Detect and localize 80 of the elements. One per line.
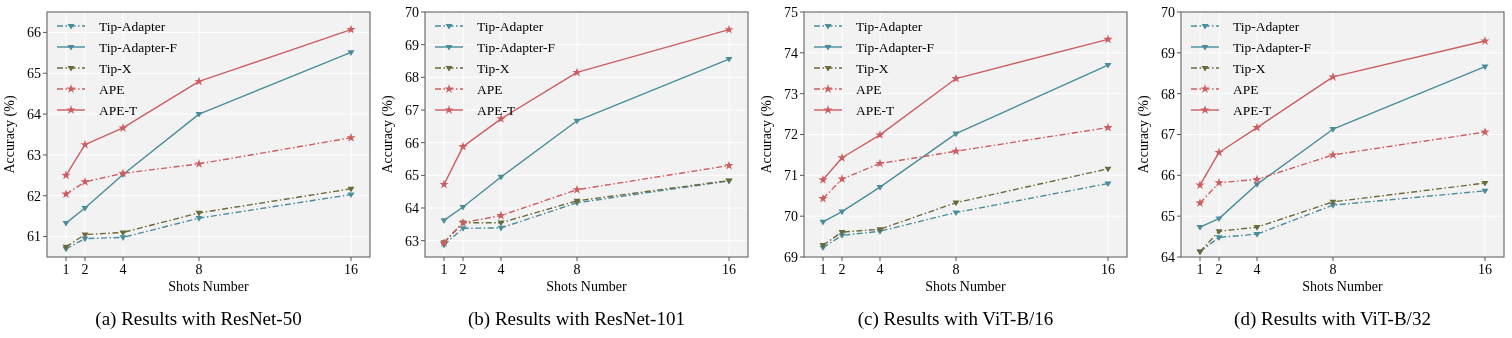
y-tick-label: 70 [405, 4, 419, 20]
y-tick-label: 64 [405, 200, 419, 216]
x-tick-label: 1 [440, 262, 448, 277]
y-tick-label: 70 [784, 209, 798, 225]
legend-label: Tip-Adapter [1233, 18, 1300, 34]
legend-label: Tip-X [99, 60, 132, 76]
x-tick-label: 2 [838, 262, 846, 277]
legend-label: Tip-Adapter-F [1233, 39, 1312, 55]
legend-label: APE-T [477, 102, 516, 118]
y-tick-label: 66 [405, 135, 419, 151]
y-tick-label: 73 [784, 86, 798, 102]
x-tick-label: 8 [952, 262, 960, 277]
text: (b) Results with ResNet-101 [468, 308, 685, 330]
legend-label: APE-T [1233, 102, 1272, 118]
legend-label: Tip-Adapter-F [477, 39, 556, 55]
y-tick-label: 74 [784, 45, 798, 61]
text: (a) Results with ResNet-50 [95, 308, 302, 330]
y-axis-title: Accuracy (%) [1136, 95, 1152, 174]
text: (d) Results with ViT-B/32 [1234, 308, 1431, 330]
x-tick-label: 8 [573, 262, 581, 277]
y-tick-label: 71 [784, 168, 798, 184]
y-tick-label: 61 [27, 229, 41, 245]
y-tick-label: 67 [405, 102, 419, 118]
y-tick-label: 67 [1161, 127, 1175, 143]
y-axis-title: Accuracy (%) [759, 95, 775, 174]
text: (c) Results with ViT-B/16 [857, 308, 1054, 330]
y-tick-label: 72 [784, 127, 798, 143]
y-tick-label: 69 [784, 249, 798, 265]
y-tick-label: 63 [405, 233, 419, 249]
y-tick-label: 65 [27, 66, 41, 82]
legend-label: Tip-X [856, 60, 889, 76]
y-tick-label: 70 [1161, 4, 1175, 20]
legend-label: APE [856, 81, 882, 97]
legend-label: Tip-Adapter-F [856, 39, 935, 55]
x-tick-label: 4 [119, 262, 127, 277]
x-tick-label: 1 [819, 262, 827, 277]
y-tick-label: 75 [784, 4, 798, 20]
y-tick-label: 64 [27, 106, 41, 122]
y-tick-label: 65 [1161, 209, 1175, 225]
y-tick-label: 62 [27, 188, 41, 204]
legend-label: APE [1233, 81, 1259, 97]
x-tick-label: 16 [722, 262, 736, 277]
y-tick-label: 68 [1161, 86, 1175, 102]
y-tick-label: 68 [405, 70, 419, 86]
y-tick-label: 69 [405, 37, 419, 53]
x-tick-label: 4 [1253, 262, 1261, 277]
x-tick-label: 1 [62, 262, 70, 277]
x-tick-label: 16 [1478, 262, 1492, 277]
x-tick-label: 4 [497, 262, 505, 277]
legend-label: APE [477, 81, 503, 97]
x-tick-label: 8 [195, 262, 203, 277]
y-axis-title: Accuracy (%) [380, 95, 396, 174]
x-tick-label: 2 [459, 262, 467, 277]
y-tick-label: 66 [1161, 168, 1175, 184]
legend-label: APE [99, 81, 125, 97]
x-tick-label: 4 [876, 262, 884, 277]
x-axis-title: Shots Number [925, 279, 1007, 294]
x-axis-title: Shots Number [1302, 279, 1384, 294]
y-axis-title: Accuracy (%) [2, 95, 18, 174]
y-tick-label: 63 [27, 147, 41, 163]
legend-label: Tip-Adapter-F [99, 39, 178, 55]
x-axis-title: Shots Number [168, 279, 250, 294]
y-tick-label: 64 [1161, 249, 1175, 265]
x-tick-label: 2 [81, 262, 89, 277]
x-tick-label: 2 [1215, 262, 1223, 277]
y-tick-label: 66 [27, 25, 41, 41]
legend-label: APE-T [99, 102, 138, 118]
x-axis-title: Shots Number [546, 279, 628, 294]
y-tick-label: 65 [405, 168, 419, 184]
legend-label: Tip-X [1233, 60, 1266, 76]
legend-label: APE-T [856, 102, 895, 118]
legend-label: Tip-Adapter [856, 18, 923, 34]
x-tick-label: 16 [344, 262, 358, 277]
legend-label: Tip-X [477, 60, 510, 76]
x-tick-label: 1 [1196, 262, 1204, 277]
legend-label: Tip-Adapter [99, 18, 166, 34]
x-tick-label: 16 [1101, 262, 1115, 277]
legend-label: Tip-Adapter [477, 18, 544, 34]
y-tick-label: 69 [1161, 45, 1175, 61]
x-tick-label: 8 [1329, 262, 1337, 277]
